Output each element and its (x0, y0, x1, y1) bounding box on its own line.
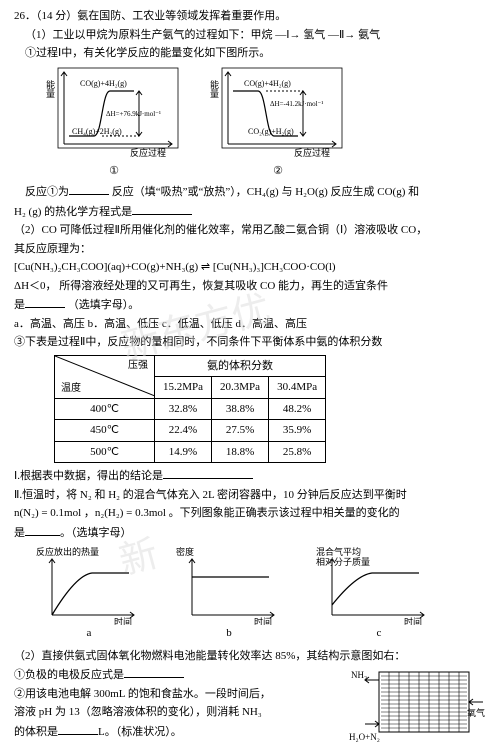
options: a．高温、高压 b．高温、低压 c．低温、低压 d．高温、高压 (14, 316, 489, 333)
table-row: 450℃22.4%27.5%35.9% (55, 420, 326, 442)
svg-text:能量: 能量 (45, 78, 55, 97)
chart-left: CO(g)+4H₂(g) ΔH=+76.9kJ·mol⁻¹ CH₄(g)+2H₂… (44, 66, 184, 180)
svg-text:ΔH=+76.9kJ·mol⁻¹: ΔH=+76.9kJ·mol⁻¹ (106, 110, 161, 118)
svg-text:CO(g)+4H₂(g): CO(g)+4H₂(g) (80, 79, 127, 88)
chart-caption: ② (273, 163, 283, 180)
svg-text:反应过程: 反应过程 (130, 147, 166, 158)
blanks: ①负极的电极反应式是 (14, 666, 343, 684)
blanks: Ⅰ.根据表中数据，得出的结论是 (14, 467, 489, 485)
energy-charts: CO(g)+4H₂(g) ΔH=+76.9kJ·mol⁻¹ CH₄(g)+2H₂… (44, 66, 489, 180)
chart-b: 密度 时间 b (174, 545, 284, 642)
text: 溶液 pH 为 13（忽略溶液体积的变化），则消耗 NH₃ (14, 704, 343, 721)
chart-c: 混合气平均 相对分子质量 时间 c (314, 545, 444, 642)
svg-text:ΔH=-41.2kJ·mol⁻¹: ΔH=-41.2kJ·mol⁻¹ (270, 100, 323, 108)
data-table: 压强 温度 氨的体积分数 15.2MPa20.3MPa30.4MPa 400℃3… (54, 355, 326, 464)
part1-line2: ①过程Ⅰ中，有关化学反应的能量变化如下图所示。 (14, 45, 489, 62)
txt: 氢气 (303, 29, 325, 41)
text: 其反应原理为： (14, 241, 489, 258)
option-charts: 反应放出的热量 时间 a 密度 时间 b 混合气平均 相对分子质量 时间 c (34, 545, 489, 642)
chart-right: CO(g)+4H₂(g) ΔH=-41.2kJ·mol⁻¹ CO₂(g)+H₂(… (208, 66, 348, 180)
svg-text:氧气: 氧气 (467, 707, 485, 718)
chart-caption: ① (109, 163, 119, 180)
text: ΔH＜0， 所得溶液经处理的又可再生，恢复其吸收 CO 能力，再生的适宜条件 (14, 278, 489, 295)
svg-text:反应过程: 反应过程 (294, 147, 330, 158)
svg-text:时间: 时间 (254, 616, 272, 625)
blank-line: 是 （选填字母）。 (14, 296, 489, 314)
txt: 氨气 (358, 29, 380, 41)
svg-text:相对分子质量: 相对分子质量 (316, 556, 370, 567)
energy-diagram-1: CO(g)+4H₂(g) ΔH=+76.9kJ·mol⁻¹ CH₄(g)+2H₂… (44, 66, 184, 161)
table-row: 400℃32.8%38.8%48.2% (55, 398, 326, 420)
blanks: 是。（选填字母） (14, 524, 489, 542)
txt: （1）工业以甲烷为原料生产氨气的过程如下：甲烷 (25, 29, 273, 41)
svg-text:密度: 密度 (176, 546, 194, 557)
blank-line: H₂ (g) 的热化学方程式是 (14, 203, 489, 221)
energy-diagram-2: CO(g)+4H₂(g) ΔH=-41.2kJ·mol⁻¹ CO₂(g)+H₂(… (208, 66, 348, 161)
svg-text:反应放出的热量: 反应放出的热量 (36, 546, 99, 557)
text: Ⅱ.恒温时，将 N₂ 和 H₂ 的混合气体充入 2L 密闭容器中，10 分钟后反… (14, 487, 489, 504)
fuel-cell-diagram: NH₃ H₂O+N₂ 氧气 (349, 666, 489, 744)
svg-text:CO(g)+4H₂(g): CO(g)+4H₂(g) (244, 79, 291, 88)
text: ③下表是过程Ⅱ中，反应物的量相同时，不同条件下平衡体系中氨的体积分数 (14, 334, 489, 351)
question-number: 26．（14 分）氨在国防、工农业等领域发挥着重要作用。 (14, 8, 489, 25)
arrow: —Ⅱ→ (328, 29, 355, 41)
svg-text:能量: 能量 (209, 78, 219, 97)
svg-text:NH₃: NH₃ (351, 670, 367, 680)
equation: [Cu(NH₃)₂CH₃COO](aq)+CO(g)+NH₃(g) ⇌ [Cu(… (14, 259, 489, 276)
blanks: 的体积是L。（标准状况）。 (14, 723, 343, 741)
svg-text:时间: 时间 (404, 616, 422, 625)
blank-line: 反应①为 反应（填“吸热”或“放热”），CH₄(g) 与 H₂O(g) 反应生成… (14, 183, 489, 201)
svg-text:CH₄(g)+2H₂(g): CH₄(g)+2H₂(g) (72, 127, 122, 136)
table-row: 500℃14.9%18.8%25.8% (55, 441, 326, 463)
text: （2）CO 可降低过程Ⅱ所用催化剂的催化效率，常用乙酸二氨合铜（Ⅰ）溶液吸收 C… (14, 222, 489, 239)
text: （2）直接供氨式固体氧化物燃料电池能量转化效率达 85%，其结构示意图如右： (14, 648, 489, 665)
svg-text:混合气平均: 混合气平均 (316, 546, 361, 557)
svg-text:CO₂(g)+H₂(g): CO₂(g)+H₂(g) (248, 127, 294, 136)
svg-text:H₂O+N₂: H₂O+N₂ (349, 732, 380, 742)
part1-intro: （1）工业以甲烷为原料生产氨气的过程如下：甲烷 —Ⅰ→ 氢气 —Ⅱ→ 氨气 (14, 27, 489, 44)
arrow: —Ⅰ→ (275, 29, 300, 41)
chart-a: 反应放出的热量 时间 a (34, 545, 144, 642)
svg-text:时间: 时间 (114, 616, 132, 625)
text: n(N₂) = 0.1mol ，n₂(H₂) = 0.3mol 。下列图象能正确… (14, 505, 489, 522)
text: ②用该电池电解 300mL 的饱和食盐水。一段时间后， (14, 686, 343, 703)
